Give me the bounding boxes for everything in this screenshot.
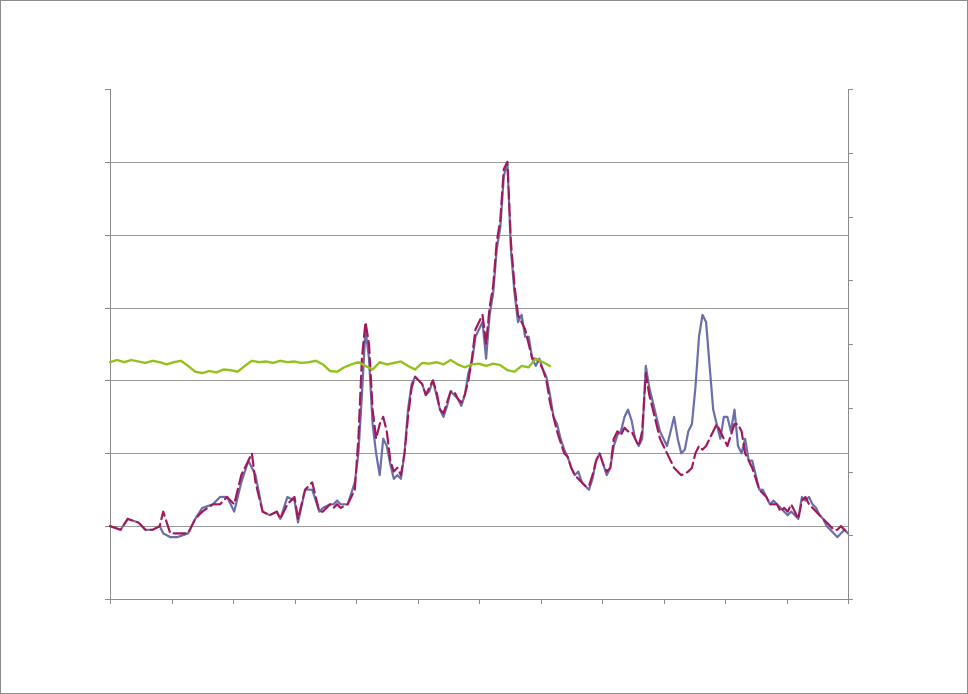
gridlines bbox=[110, 162, 848, 527]
axes bbox=[105, 89, 853, 604]
series-line-dashed bbox=[108, 160, 850, 535]
series-layer bbox=[108, 160, 850, 539]
series-line-green bbox=[108, 357, 552, 375]
series-line-solid bbox=[108, 160, 850, 539]
